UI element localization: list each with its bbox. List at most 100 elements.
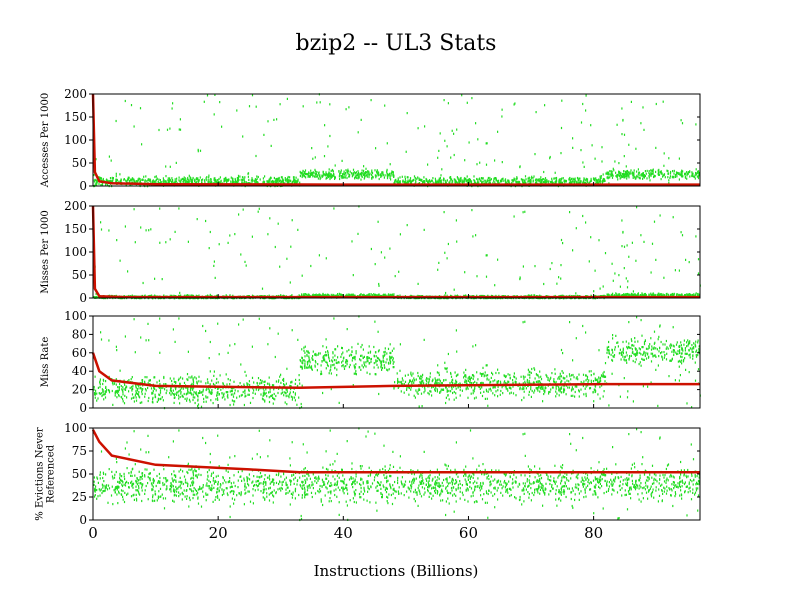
scatter-point [346, 328, 348, 331]
scatter-point [159, 241, 161, 244]
scatter-point [241, 181, 243, 184]
scatter-point [464, 159, 466, 162]
scatter-point [616, 123, 618, 126]
scatter-point [340, 294, 342, 297]
scatter-point [155, 389, 157, 392]
scatter-point [438, 177, 440, 180]
scatter-point [233, 380, 235, 383]
scatter-point [466, 181, 468, 184]
scatter-point [130, 104, 133, 107]
scatter-point [304, 172, 307, 176]
scatter-point [268, 178, 270, 181]
scatter-point [534, 389, 536, 392]
scatter-point [338, 401, 340, 404]
scatter-point [382, 174, 384, 177]
scatter-point [681, 122, 684, 125]
scatter-point [332, 356, 334, 359]
scatter-point [530, 176, 532, 180]
scatter-point [294, 392, 296, 395]
scatter-point [608, 173, 610, 176]
scatter-point [588, 260, 590, 263]
scatter-point [342, 357, 345, 360]
scatter-point [508, 179, 510, 182]
scatter-point [155, 178, 157, 182]
scatter-point [595, 177, 597, 180]
scatter-point [524, 210, 526, 213]
scatter-point [99, 378, 101, 381]
scatter-point [593, 177, 595, 180]
scatter-point [599, 287, 601, 290]
scatter-point [473, 175, 475, 178]
scatter-point [363, 177, 365, 180]
scatter-point [273, 388, 275, 391]
scatter-point [546, 178, 548, 182]
scatter-point [350, 353, 352, 356]
scatter-point [603, 178, 605, 182]
scatter-point [188, 179, 190, 182]
scatter-point [371, 171, 374, 175]
scatter-point [129, 183, 131, 187]
scatter-point [560, 152, 562, 155]
scatter-point [375, 355, 377, 358]
scatter-point [136, 387, 138, 391]
scatter-point [306, 360, 308, 364]
scatter-point [341, 175, 344, 179]
scatter-point [453, 153, 455, 157]
scatter-point [609, 170, 611, 173]
scatter-point [213, 264, 215, 267]
scatter-point [273, 176, 275, 180]
scatter-point [377, 170, 379, 173]
scatter-point [482, 177, 484, 180]
scatter-point [475, 181, 477, 184]
scatter-point [582, 161, 584, 164]
scatter-point [696, 175, 698, 178]
scatter-point [686, 171, 688, 174]
scatter-point [361, 354, 363, 357]
scatter-point [176, 177, 178, 180]
scatter-point [277, 181, 279, 185]
scatter-point [377, 366, 379, 369]
scatter-point [384, 104, 386, 107]
scatter-point [358, 176, 360, 179]
scatter-point [312, 355, 314, 358]
scatter-point [130, 178, 132, 181]
scatter-point [631, 293, 633, 296]
scatter-point [208, 357, 210, 360]
scatter-point [463, 294, 465, 297]
scatter-point [217, 391, 219, 394]
scatter-point [311, 368, 313, 371]
scatter-point [544, 177, 547, 180]
scatter-point [238, 323, 240, 326]
scatter-point [384, 174, 386, 177]
scatter-point [207, 381, 209, 384]
scatter-point [328, 357, 330, 360]
scatter-point [655, 146, 657, 149]
scatter-point [322, 171, 324, 174]
scatter-point [626, 175, 628, 178]
scatter-point [141, 143, 143, 146]
scatter-point [216, 377, 218, 381]
scatter-point [170, 390, 173, 393]
scatter-point [298, 396, 300, 399]
scatter-point [200, 391, 202, 394]
scatter-point [678, 178, 680, 181]
scatter-point [332, 352, 334, 355]
scatter-point [406, 112, 408, 115]
scatter-point [247, 172, 250, 175]
scatter-point [159, 207, 161, 210]
scatter-point [449, 182, 451, 185]
scatter-point [180, 376, 182, 379]
scatter-point [397, 179, 399, 182]
scatter-point [176, 393, 178, 396]
scatter-point [138, 387, 140, 390]
scatter-point [225, 179, 227, 182]
scatter-point [393, 293, 395, 296]
scatter-point [280, 381, 282, 384]
scatter-point [348, 175, 351, 178]
scatter-point [652, 169, 654, 172]
scatter-point [643, 240, 645, 243]
scatter-point [367, 170, 369, 173]
scatter-point [674, 269, 676, 272]
scatter-point [279, 179, 282, 182]
scatter-point [141, 379, 144, 382]
